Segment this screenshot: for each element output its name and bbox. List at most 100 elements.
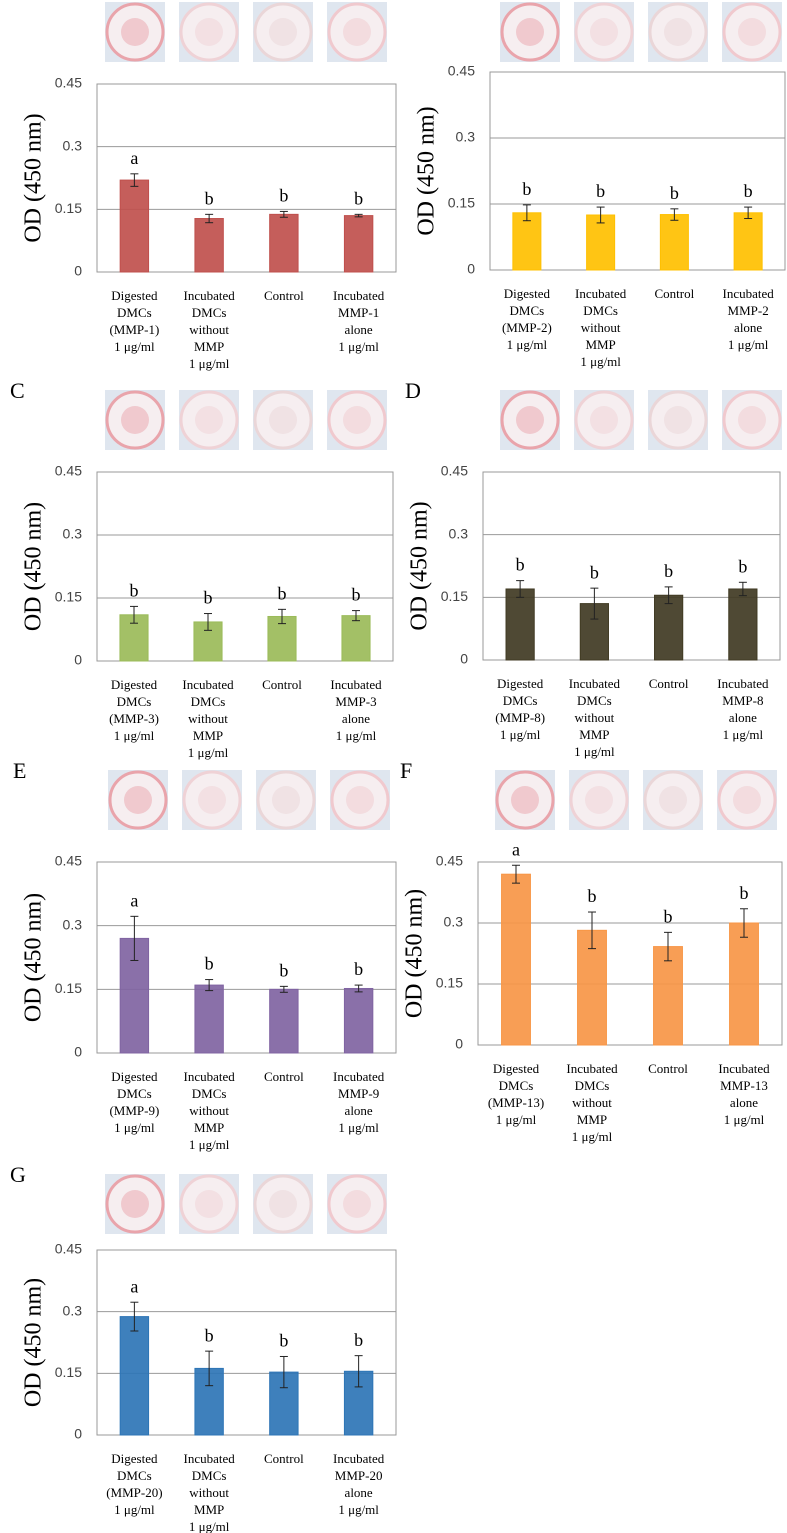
- bar: [194, 984, 224, 1054]
- y-tick-label: 0.3: [63, 526, 83, 542]
- x-tick-label: Digested DMCs (MMP-1) 1 μg/ml: [109, 288, 159, 354]
- x-tick-label: Digested DMCs (MMP-13) 1 μg/ml: [488, 1061, 544, 1127]
- dish-stain: [269, 1190, 297, 1218]
- dish-stain: [343, 1190, 371, 1218]
- x-tick-label: Incubated MMP-20 alone 1 μg/ml: [333, 1451, 385, 1517]
- significance-letter: a: [130, 1276, 138, 1296]
- dish-stain: [516, 18, 544, 46]
- dish-stain: [590, 18, 618, 46]
- dish-stain: [198, 786, 226, 814]
- y-tick-label: 0.15: [55, 589, 82, 605]
- dish-stain: [272, 786, 300, 814]
- x-tick-label: Control: [264, 288, 304, 303]
- x-tick-label: Incubated MMP-13 alone 1 μg/ml: [718, 1061, 770, 1127]
- y-tick-label: 0: [74, 263, 82, 279]
- x-tick-label: Digested DMCs (MMP-2) 1 μg/ml: [502, 286, 552, 352]
- bar: [194, 218, 224, 273]
- significance-letter: b: [354, 1330, 363, 1350]
- significance-letter: b: [590, 562, 599, 582]
- dish-stain: [585, 786, 613, 814]
- dish-stain: [590, 406, 618, 434]
- x-tick-label: Incubated MMP-3 alone 1 μg/ml: [330, 677, 382, 743]
- x-tick-label: Control: [648, 1061, 688, 1076]
- y-axis-label: OD (450 nm): [21, 502, 47, 631]
- y-axis-label: OD (450 nm): [402, 889, 428, 1018]
- dish-stain: [269, 406, 297, 434]
- significance-letter: b: [354, 959, 363, 979]
- dish-stain: [269, 18, 297, 46]
- significance-letter: b: [279, 186, 288, 206]
- dish-stain: [343, 406, 371, 434]
- y-tick-label: 0.15: [55, 200, 82, 216]
- bar: [654, 594, 684, 661]
- y-tick-label: 0: [460, 651, 468, 667]
- dish-stain: [121, 18, 149, 46]
- y-tick-label: 0.3: [63, 137, 83, 153]
- y-axis-label: OD (450 nm): [21, 893, 47, 1022]
- chart-panel: D 0 0.15 0.3 0.45 OD (450 nm) b Digested DMCs (MM…: [405, 378, 782, 759]
- panel-label: C: [10, 378, 25, 403]
- dish-stain: [195, 406, 223, 434]
- panel-label: E: [13, 758, 26, 783]
- x-tick-label: Incubated DMCs without MMP 1 μg/ml: [575, 286, 627, 369]
- x-tick-label: Control: [264, 1069, 304, 1084]
- significance-letter: b: [205, 188, 214, 208]
- dish-stain: [659, 786, 687, 814]
- x-tick-label: Incubated DMCs without MMP 1 μg/ml: [183, 1451, 235, 1533]
- y-tick-label: 0: [455, 1036, 463, 1052]
- y-tick-label: 0: [74, 1426, 82, 1442]
- dish-stain: [346, 786, 374, 814]
- x-tick-label: Incubated DMCs without MMP 1 μg/ml: [182, 677, 234, 760]
- significance-letter: b: [664, 906, 673, 926]
- panel-label: D: [405, 378, 421, 403]
- significance-letter: b: [130, 581, 139, 601]
- y-tick-label: 0.45: [55, 1241, 82, 1257]
- dish-stain: [121, 406, 149, 434]
- dish-stain: [516, 406, 544, 434]
- y-axis-label: OD (450 nm): [407, 501, 433, 630]
- bar: [728, 588, 758, 661]
- bar: [343, 987, 374, 1054]
- y-tick-label: 0.15: [55, 1364, 82, 1380]
- x-tick-label: Control: [262, 677, 302, 692]
- dish-stain: [664, 406, 692, 434]
- dish-stain: [733, 786, 761, 814]
- significance-letter: a: [512, 839, 520, 859]
- x-tick-label: Digested DMCs (MMP-20) 1 μg/ml: [106, 1451, 162, 1517]
- panel-label: F: [400, 758, 412, 783]
- y-tick-label: 0.15: [441, 588, 468, 604]
- significance-letter: b: [354, 188, 363, 208]
- bar: [269, 988, 299, 1054]
- dish-stain: [343, 18, 371, 46]
- y-axis-label: OD (450 nm): [21, 1278, 47, 1407]
- chart-panel: F 0 0.15 0.3 0.45 OD (450 nm) a Digested DMCs (MM…: [400, 758, 783, 1144]
- significance-letter: b: [670, 183, 679, 203]
- dish-stain: [195, 1190, 223, 1218]
- significance-letter: b: [664, 561, 673, 581]
- y-tick-label: 0.3: [449, 525, 469, 541]
- significance-letter: b: [744, 181, 753, 201]
- x-tick-label: Incubated MMP-2 alone 1 μg/ml: [722, 286, 774, 352]
- x-tick-label: Digested DMCs (MMP-9) 1 μg/ml: [109, 1069, 159, 1135]
- bar: [586, 214, 616, 271]
- y-tick-label: 0.3: [63, 1302, 83, 1318]
- y-tick-label: 0.15: [55, 980, 82, 996]
- y-tick-label: 0.45: [55, 75, 82, 91]
- significance-letter: b: [516, 555, 525, 575]
- significance-letter: b: [279, 1331, 288, 1351]
- x-tick-label: Incubated MMP-8 alone 1 μg/ml: [717, 676, 769, 742]
- chart-panel: 0 0.15 0.3 0.45 OD (450 nm) a Digested DMCs (MMP…: [21, 2, 397, 371]
- dish-stain: [664, 18, 692, 46]
- x-tick-label: Control: [649, 676, 689, 691]
- chart-panel: C 0 0.15 0.3 0.45 OD (450 nm) b Digested DMCs (MM…: [10, 378, 394, 760]
- bar: [659, 214, 689, 271]
- x-tick-label: Control: [655, 286, 695, 301]
- y-tick-label: 0: [74, 652, 82, 668]
- y-tick-label: 0: [467, 261, 475, 277]
- panel-label: G: [10, 1162, 26, 1187]
- x-tick-label: Incubated DMCs without MMP 1 μg/ml: [569, 676, 621, 759]
- significance-letter: b: [740, 883, 749, 903]
- significance-letter: b: [278, 583, 287, 603]
- bar: [653, 946, 683, 1046]
